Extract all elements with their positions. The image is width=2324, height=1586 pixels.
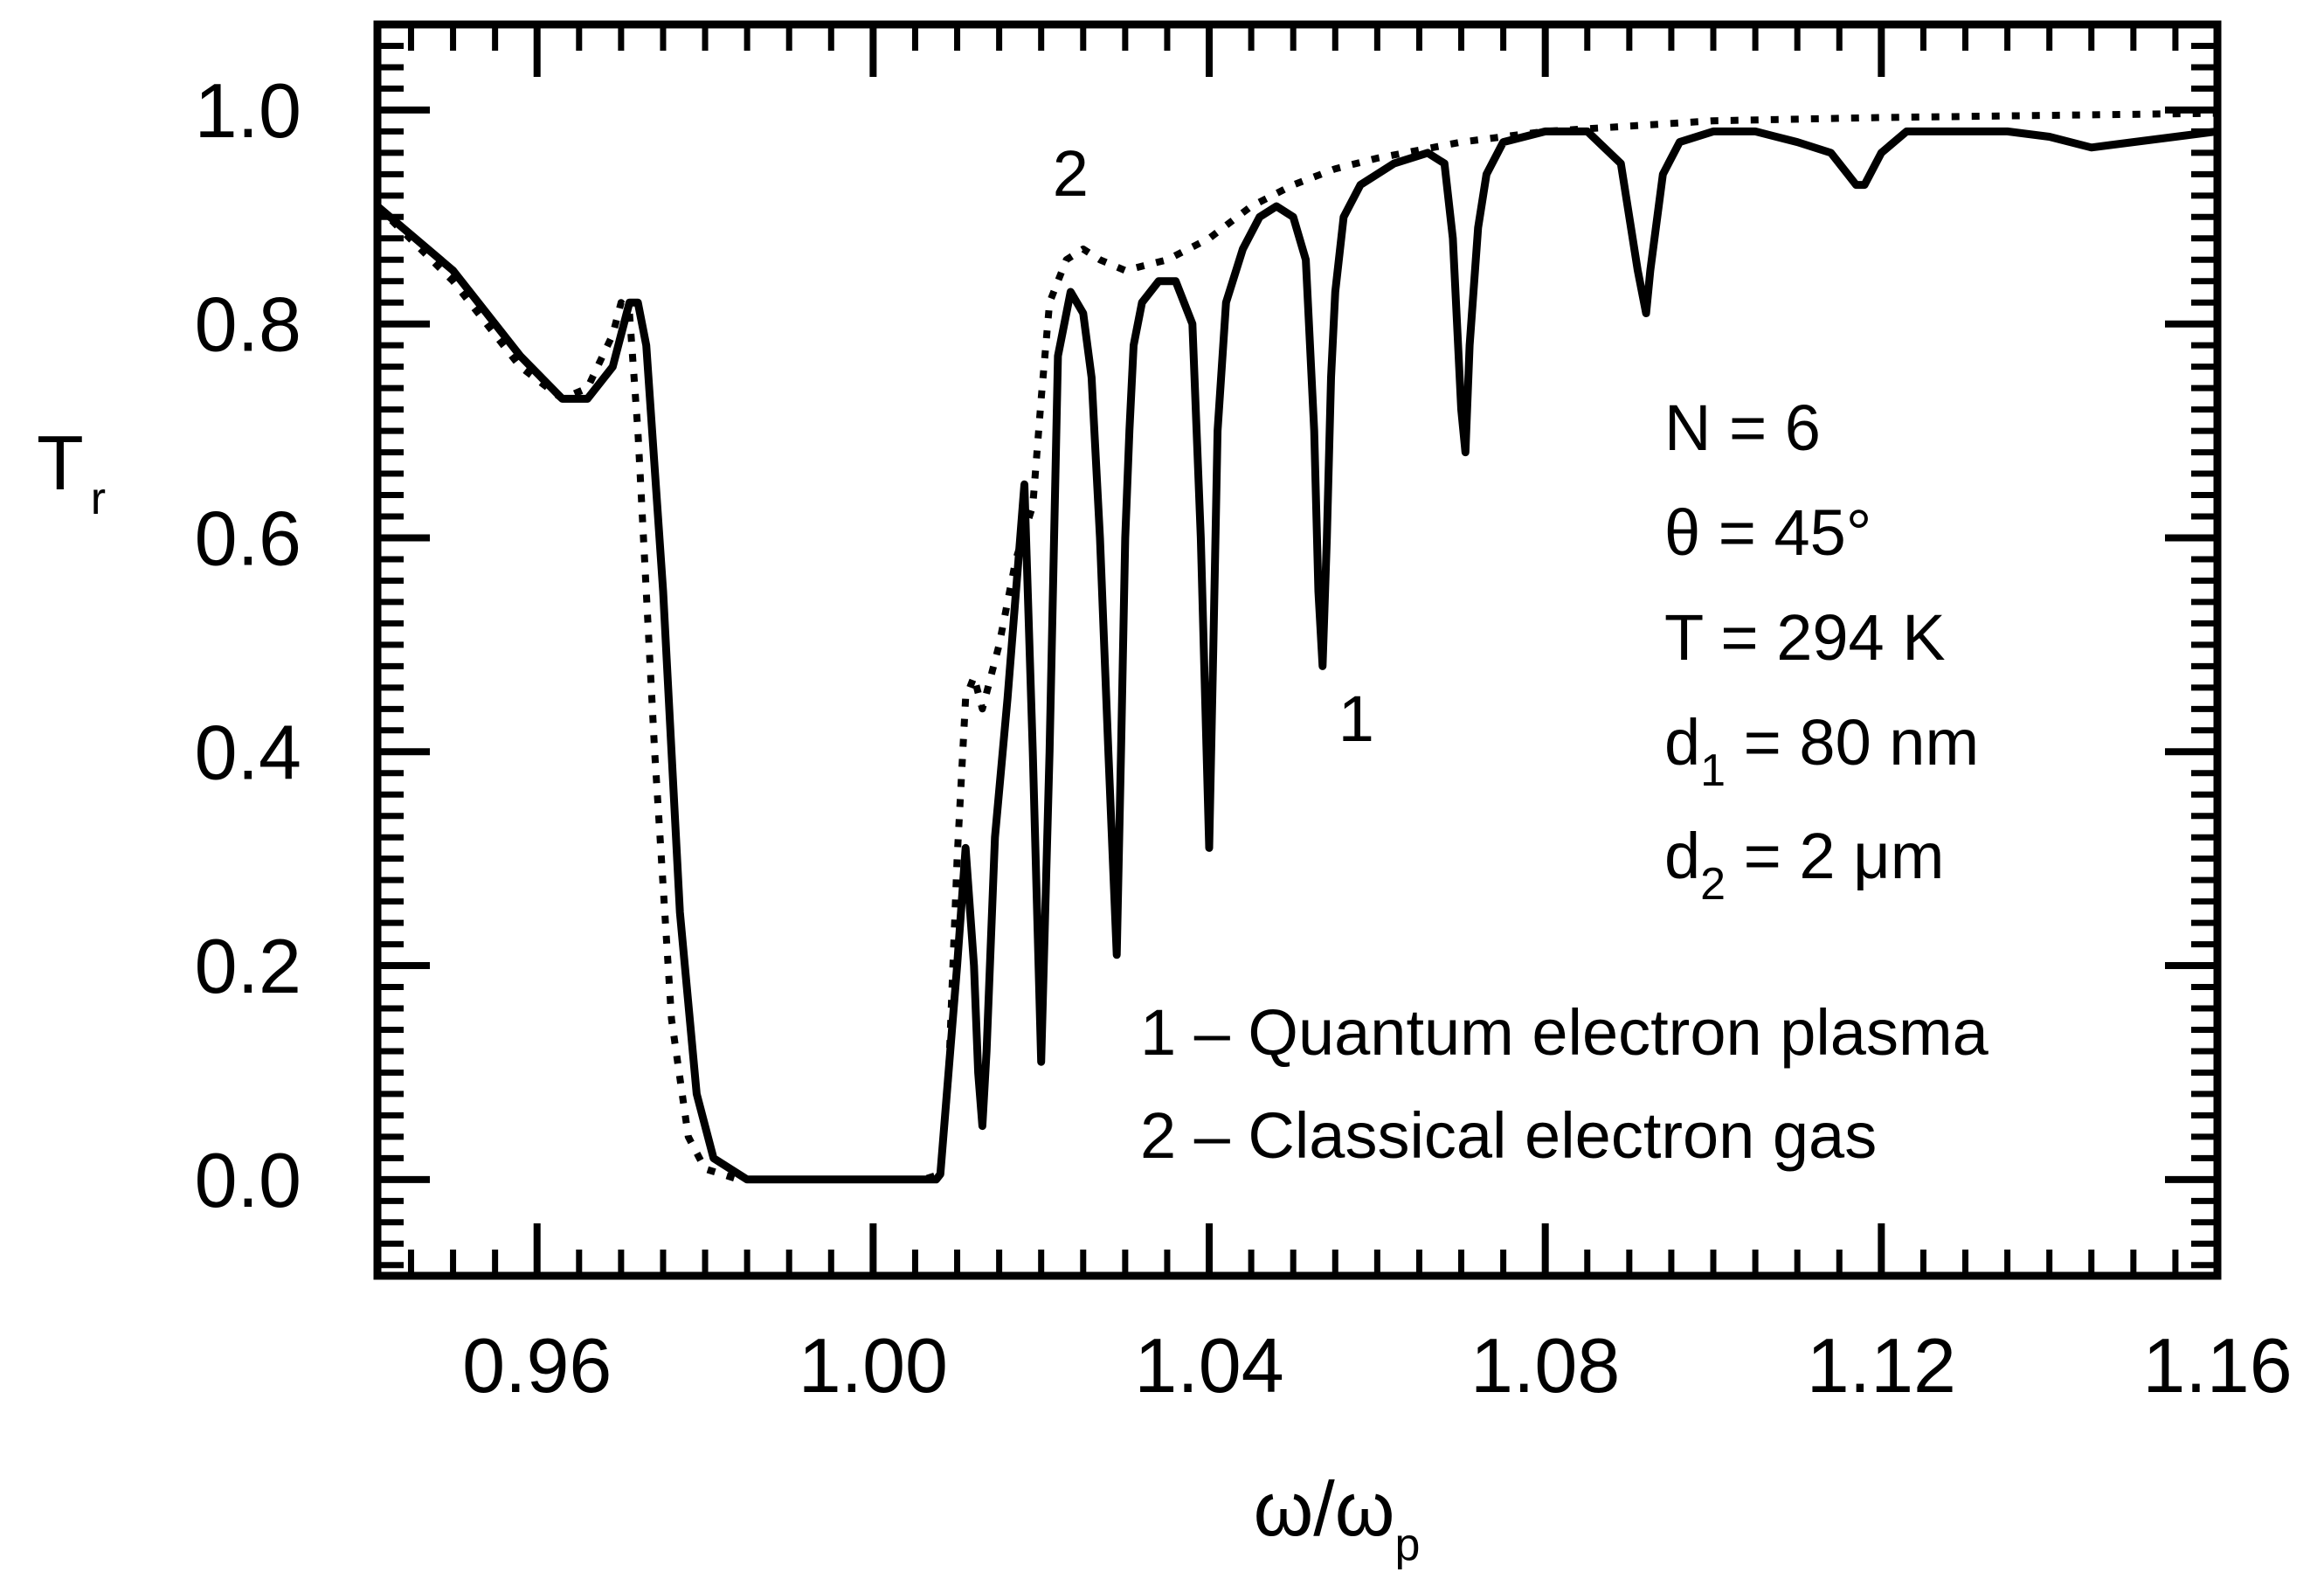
curve-label-2: 2	[1053, 137, 1089, 210]
series-layer	[377, 109, 2217, 1184]
legend-entry-classical: 2 – Classical electron gas	[1140, 1099, 1877, 1172]
legend: 1 – Quantum electron plasma 2 – Classica…	[1140, 996, 1989, 1172]
y-tick-label: 1.0	[195, 67, 301, 154]
plot-frame	[373, 20, 2222, 1280]
parameter-block: N = 6 θ = 45° T = 294 K d1 = 80 nm d2 = …	[1664, 391, 1979, 910]
x-tick-label: 1.04	[1134, 1322, 1283, 1409]
x-tick-label: 0.96	[462, 1322, 612, 1409]
x-axis-title-main: ω/ω	[1254, 1465, 1395, 1552]
param-temperature: T = 294 K	[1664, 601, 1946, 674]
x-tick-labels: 0.96 1.00 1.04 1.08 1.12 1.16	[462, 1322, 2293, 1409]
x-tick-label: 1.12	[1807, 1322, 1956, 1409]
param-n: N = 6	[1664, 391, 1821, 464]
x-axis-title-sub: p	[1394, 1520, 1420, 1570]
y-tick-label: 0.0	[195, 1137, 301, 1223]
curve-labels: 21	[1053, 137, 1374, 755]
curve-label-1: 1	[1338, 682, 1374, 755]
y-tick-label: 0.8	[195, 281, 301, 368]
x-tick-label: 1.08	[1470, 1322, 1620, 1409]
legend-entry-quantum: 1 – Quantum electron plasma	[1140, 996, 1989, 1069]
x-axis-title: ω/ωp	[1254, 1465, 1421, 1570]
x-tick-label: 1.00	[799, 1322, 948, 1409]
y-axis-title-main: T	[37, 419, 84, 506]
y-tick-labels: 0.0 0.2 0.4 0.6 0.8 1.0	[195, 67, 301, 1223]
y-tick-label: 0.4	[195, 709, 301, 795]
y-tick-label: 0.6	[195, 495, 301, 581]
param-d1: d1 = 80 nm	[1664, 706, 1979, 796]
param-d2: d2 = 2 μm	[1664, 820, 1944, 910]
series-quantum-plasma-line	[377, 127, 2217, 1184]
y-tick-label: 0.2	[195, 923, 301, 1009]
x-tick-label: 1.16	[2142, 1322, 2292, 1409]
y-axis-title-sub: r	[91, 474, 106, 524]
param-theta: θ = 45°	[1664, 496, 1871, 569]
